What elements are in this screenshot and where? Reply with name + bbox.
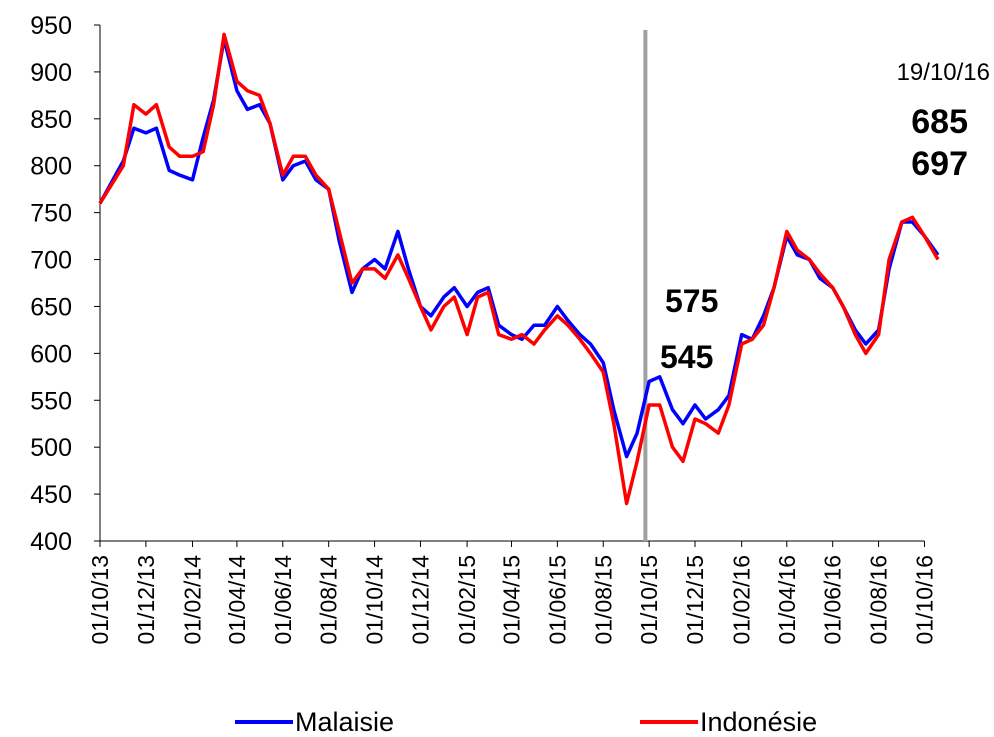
x-tick-label: 01/08/16 <box>866 555 892 645</box>
x-tick-label: 01/06/16 <box>820 555 846 645</box>
x-tick-label: 01/06/14 <box>270 555 296 645</box>
series-line <box>98 37 940 459</box>
y-tick-label: 850 <box>30 106 72 134</box>
y-tick-label: 700 <box>30 247 72 275</box>
annotation: 697 <box>911 145 968 183</box>
x-tick-label: 01/06/15 <box>544 555 570 645</box>
x-tick-label: 01/10/13 <box>87 555 113 645</box>
y-tick-label: 650 <box>30 293 72 321</box>
x-tick-label: 01/08/15 <box>590 555 616 645</box>
annotation: 19/10/16 <box>897 59 990 86</box>
x-tick-label: 01/10/16 <box>911 555 937 645</box>
annotation: 545 <box>660 339 713 375</box>
y-tick-label: 400 <box>30 528 72 556</box>
x-tick-label: 01/10/15 <box>636 555 662 645</box>
x-tick-label: 01/12/15 <box>682 555 708 645</box>
x-tick-label: 01/02/15 <box>454 555 480 645</box>
x-tick-label: 01/12/14 <box>407 555 433 645</box>
legend-label: Indonésie <box>700 707 817 737</box>
y-tick-label: 600 <box>30 340 72 368</box>
annotation: 685 <box>911 103 968 141</box>
y-tick-label: 750 <box>30 200 72 228</box>
y-tick-label: 450 <box>30 481 72 509</box>
x-tick-label: 01/12/13 <box>133 555 159 645</box>
x-tick-label: 01/04/16 <box>774 555 800 645</box>
y-tick-label: 500 <box>30 434 72 462</box>
x-tick-label: 01/02/14 <box>180 555 206 645</box>
y-tick-label: 800 <box>30 153 72 181</box>
x-tick-label: 01/04/15 <box>498 555 524 645</box>
x-tick-label: 01/08/14 <box>316 555 342 645</box>
x-tick-label: 01/10/14 <box>362 555 388 645</box>
x-tick-label: 01/02/16 <box>729 555 755 645</box>
y-tick-label: 900 <box>30 59 72 87</box>
legend-label: Malaisie <box>295 707 394 737</box>
y-tick-label: 950 <box>30 12 72 40</box>
series-line <box>98 32 940 506</box>
annotation: 575 <box>665 283 718 319</box>
x-tick-label: 01/04/14 <box>224 555 250 645</box>
y-tick-label: 550 <box>30 387 72 415</box>
